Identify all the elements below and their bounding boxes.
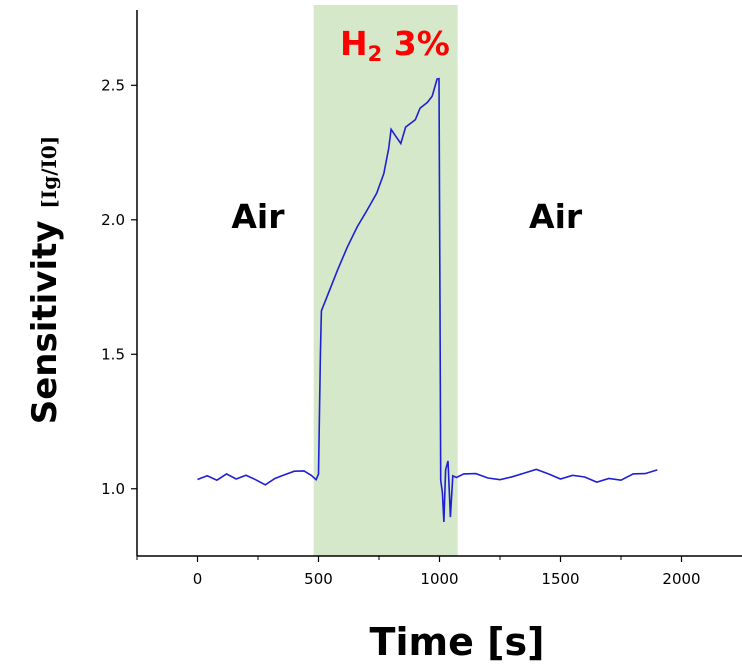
- x-tick-label: 500: [304, 570, 333, 588]
- gas-concentration-label: H2 3%: [340, 24, 450, 66]
- y-axis-label: Sensitivity [Ig/I0]: [25, 136, 65, 424]
- x-axis-label: Time [s]: [370, 620, 545, 664]
- y-tick-label: 1.0: [101, 480, 125, 498]
- x-ticks: 0 500 1000 1500 2000: [136, 556, 701, 588]
- sensitivity-series-line: [197, 77, 658, 523]
- x-tick-label: 2000: [662, 570, 700, 588]
- y-ticks: 1.0 1.5 2.0 2.5: [101, 76, 137, 498]
- gas-label-main: H: [340, 24, 368, 63]
- x-tick-label: 0: [193, 570, 203, 588]
- y-tick-label: 2.0: [101, 211, 125, 229]
- gas-label-rest: 3%: [382, 24, 450, 63]
- y-tick-label: 2.5: [101, 76, 125, 94]
- air-annotation-left: Air: [231, 197, 285, 236]
- gas-label-subscript: 2: [368, 42, 383, 66]
- air-annotation-right: Air: [529, 197, 583, 236]
- y-axis-label-unit: [Ig/I0]: [37, 136, 61, 209]
- y-tick-label: 1.5: [101, 345, 125, 363]
- x-tick-label: 1500: [541, 570, 579, 588]
- h2-exposure-region: [313, 5, 458, 556]
- x-tick-label: 1000: [420, 570, 458, 588]
- y-axis-label-main: Sensitivity: [25, 209, 65, 425]
